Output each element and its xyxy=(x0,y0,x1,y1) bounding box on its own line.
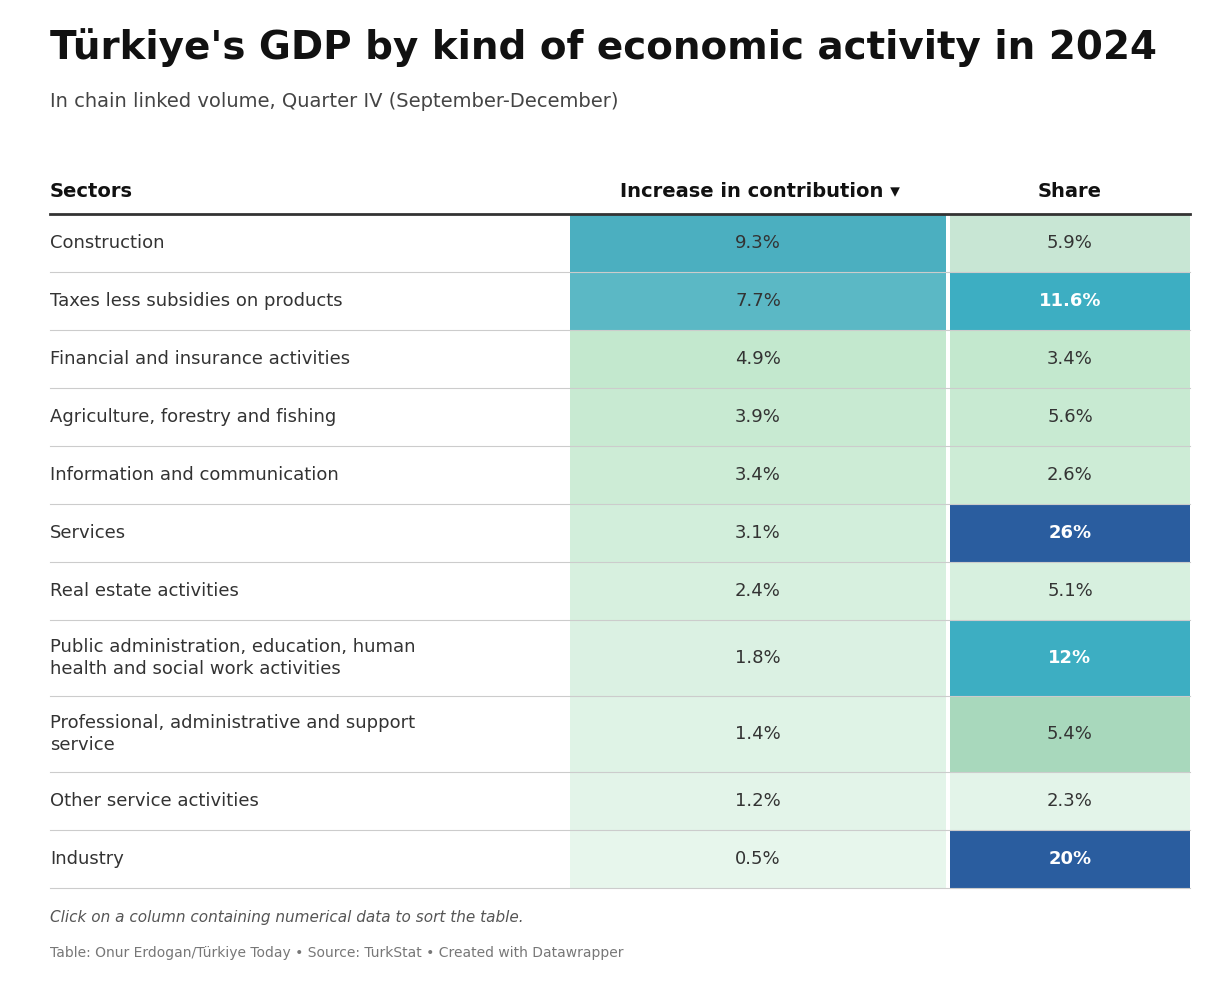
Bar xyxy=(570,772,946,830)
Text: Public administration, education, human
health and social work activities: Public administration, education, human … xyxy=(50,637,416,678)
Bar xyxy=(570,272,946,330)
Bar xyxy=(570,562,946,620)
Text: Services: Services xyxy=(50,524,126,542)
Bar xyxy=(570,830,946,888)
Bar xyxy=(950,620,1190,696)
Bar xyxy=(570,388,946,446)
Text: 4.9%: 4.9% xyxy=(736,350,781,368)
Text: 0.5%: 0.5% xyxy=(736,850,781,868)
Text: 12%: 12% xyxy=(1048,649,1092,667)
Text: 3.1%: 3.1% xyxy=(736,524,781,542)
Bar xyxy=(570,214,946,272)
Text: 11.6%: 11.6% xyxy=(1038,292,1102,310)
Bar xyxy=(950,388,1190,446)
Bar xyxy=(570,696,946,772)
Text: Real estate activities: Real estate activities xyxy=(50,582,239,600)
Text: Table: Onur Erdogan/Türkiye Today • Source: TurkStat • Created with Datawrapper: Table: Onur Erdogan/Türkiye Today • Sour… xyxy=(50,946,623,960)
Bar xyxy=(570,330,946,388)
Text: 1.2%: 1.2% xyxy=(736,792,781,810)
Text: Construction: Construction xyxy=(50,234,165,252)
Bar xyxy=(950,272,1190,330)
Text: 3.9%: 3.9% xyxy=(736,408,781,426)
Text: 20%: 20% xyxy=(1048,850,1092,868)
Bar xyxy=(950,504,1190,562)
Text: 2.4%: 2.4% xyxy=(736,582,781,600)
Text: 2.3%: 2.3% xyxy=(1047,792,1093,810)
Text: Financial and insurance activities: Financial and insurance activities xyxy=(50,350,350,368)
Text: 5.6%: 5.6% xyxy=(1047,408,1093,426)
Text: 7.7%: 7.7% xyxy=(736,292,781,310)
Text: Agriculture, forestry and fishing: Agriculture, forestry and fishing xyxy=(50,408,337,426)
Text: Share: Share xyxy=(1038,181,1102,200)
Bar xyxy=(950,562,1190,620)
Bar xyxy=(950,330,1190,388)
Bar xyxy=(950,446,1190,504)
Text: 26%: 26% xyxy=(1048,524,1092,542)
Bar xyxy=(570,446,946,504)
Text: Click on a column containing numerical data to sort the table.: Click on a column containing numerical d… xyxy=(50,910,523,925)
Text: 3.4%: 3.4% xyxy=(736,466,781,484)
Text: 9.3%: 9.3% xyxy=(736,234,781,252)
Text: In chain linked volume, Quarter IV (September-December): In chain linked volume, Quarter IV (Sept… xyxy=(50,92,619,111)
Bar xyxy=(950,696,1190,772)
Text: 5.4%: 5.4% xyxy=(1047,725,1093,743)
Text: 1.8%: 1.8% xyxy=(736,649,781,667)
Text: Industry: Industry xyxy=(50,850,124,868)
Text: 1.4%: 1.4% xyxy=(736,725,781,743)
Bar xyxy=(570,504,946,562)
Text: 5.1%: 5.1% xyxy=(1047,582,1093,600)
Text: Information and communication: Information and communication xyxy=(50,466,339,484)
Bar xyxy=(570,620,946,696)
Text: Taxes less subsidies on products: Taxes less subsidies on products xyxy=(50,292,343,310)
Text: Other service activities: Other service activities xyxy=(50,792,259,810)
Text: Sectors: Sectors xyxy=(50,181,133,200)
Text: Türkiye's GDP by kind of economic activity in 2024: Türkiye's GDP by kind of economic activi… xyxy=(50,28,1157,67)
Bar xyxy=(950,214,1190,272)
Bar xyxy=(950,830,1190,888)
Text: 2.6%: 2.6% xyxy=(1047,466,1093,484)
Bar xyxy=(950,772,1190,830)
Text: 3.4%: 3.4% xyxy=(1047,350,1093,368)
Text: 5.9%: 5.9% xyxy=(1047,234,1093,252)
Text: Increase in contribution ▾: Increase in contribution ▾ xyxy=(620,181,900,200)
Text: Professional, administrative and support
service: Professional, administrative and support… xyxy=(50,713,415,754)
